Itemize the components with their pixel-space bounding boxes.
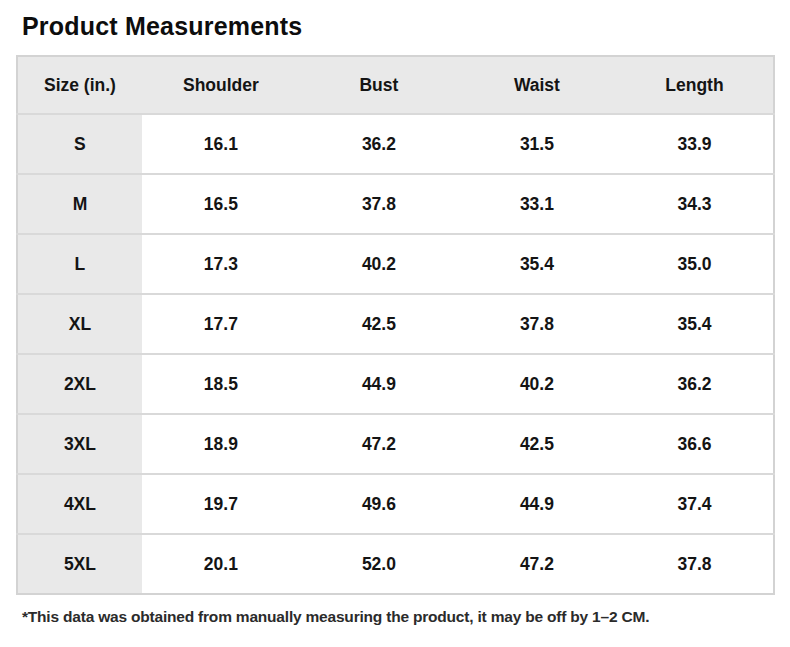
- col-header-waist: Waist: [458, 56, 616, 114]
- table-row-xl: XL 17.7 42.5 37.8 35.4: [17, 294, 774, 354]
- measurement-cell: 36.2: [616, 354, 774, 414]
- measurement-cell: 36.2: [300, 114, 458, 174]
- size-label: L: [17, 234, 142, 294]
- measurement-cell: 17.3: [142, 234, 300, 294]
- col-header-length: Length: [616, 56, 774, 114]
- measurement-cell: 49.6: [300, 474, 458, 534]
- col-header-size: Size (in.): [17, 56, 142, 114]
- measurement-cell: 40.2: [300, 234, 458, 294]
- measurement-cell: 44.9: [458, 474, 616, 534]
- size-label: 3XL: [17, 414, 142, 474]
- size-label: 5XL: [17, 534, 142, 594]
- measurement-cell: 19.7: [142, 474, 300, 534]
- measurement-cell: 31.5: [458, 114, 616, 174]
- size-label: XL: [17, 294, 142, 354]
- table-row-s: S 16.1 36.2 31.5 33.9: [17, 114, 774, 174]
- measurement-cell: 44.9: [300, 354, 458, 414]
- measurement-cell: 35.4: [616, 294, 774, 354]
- measurement-cell: 33.1: [458, 174, 616, 234]
- measurement-cell: 36.6: [616, 414, 774, 474]
- col-header-bust: Bust: [300, 56, 458, 114]
- measurement-cell: 17.7: [142, 294, 300, 354]
- size-label: 2XL: [17, 354, 142, 414]
- measurement-cell: 42.5: [300, 294, 458, 354]
- measurement-cell: 37.4: [616, 474, 774, 534]
- size-label: 4XL: [17, 474, 142, 534]
- table-row-m: M 16.5 37.8 33.1 34.3: [17, 174, 774, 234]
- measurement-cell: 37.8: [458, 294, 616, 354]
- table-row-2xl: 2XL 18.5 44.9 40.2 36.2: [17, 354, 774, 414]
- measurement-cell: 42.5: [458, 414, 616, 474]
- measurement-cell: 20.1: [142, 534, 300, 594]
- measurement-cell: 47.2: [300, 414, 458, 474]
- table-row-l: L 17.3 40.2 35.4 35.0: [17, 234, 774, 294]
- page-title: Product Measurements: [22, 12, 790, 41]
- table-row-4xl: 4XL 19.7 49.6 44.9 37.4: [17, 474, 774, 534]
- size-label: M: [17, 174, 142, 234]
- table-row-5xl: 5XL 20.1 52.0 47.2 37.8: [17, 534, 774, 594]
- measurement-cell: 16.1: [142, 114, 300, 174]
- table-row-3xl: 3XL 18.9 47.2 42.5 36.6: [17, 414, 774, 474]
- measurement-cell: 35.4: [458, 234, 616, 294]
- measurement-cell: 18.9: [142, 414, 300, 474]
- header-row: Size (in.) Shoulder Bust Waist Length: [17, 56, 774, 114]
- measurement-cell: 33.9: [616, 114, 774, 174]
- measurement-cell: 35.0: [616, 234, 774, 294]
- measurement-cell: 34.3: [616, 174, 774, 234]
- measurement-cell: 40.2: [458, 354, 616, 414]
- measurement-cell: 18.5: [142, 354, 300, 414]
- col-header-shoulder: Shoulder: [142, 56, 300, 114]
- size-label: S: [17, 114, 142, 174]
- measurements-table: Size (in.) Shoulder Bust Waist Length S …: [16, 55, 775, 595]
- measurement-cell: 47.2: [458, 534, 616, 594]
- measurement-cell: 52.0: [300, 534, 458, 594]
- measurement-cell: 16.5: [142, 174, 300, 234]
- measurement-cell: 37.8: [616, 534, 774, 594]
- measurement-cell: 37.8: [300, 174, 458, 234]
- footnote: *This data was obtained from manually me…: [22, 608, 790, 626]
